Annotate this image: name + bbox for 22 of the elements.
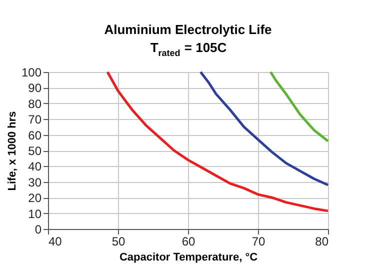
y-axis-title: Life, x 1000 hrs <box>6 111 18 191</box>
y-tick-label: 40 <box>28 160 42 174</box>
x-tick-label: 60 <box>182 234 196 248</box>
x-tick-label: 40 <box>48 234 62 248</box>
y-tick-label: 30 <box>28 175 42 190</box>
line-series <box>269 70 330 142</box>
y-tick-label: 10 <box>28 206 42 221</box>
y-tick-label: 90 <box>28 81 42 96</box>
x-tick-label: 70 <box>252 234 266 248</box>
line-series <box>106 70 330 212</box>
x-axis-title: Capacitor Temperature, °C <box>119 252 258 264</box>
y-tick-label: 80 <box>28 96 42 111</box>
y-tick-label: 0 <box>34 222 42 236</box>
y-tick-label: 60 <box>28 128 42 142</box>
chart-title: Aluminium Electrolytic Life <box>104 22 272 37</box>
line-series <box>199 70 330 186</box>
y-tick-label: 100 <box>21 66 42 80</box>
y-tick-label: 50 <box>28 144 42 158</box>
y-tick-label: 70 <box>28 112 42 127</box>
x-tick-label: 50 <box>112 234 126 248</box>
y-tick-label: 20 <box>28 191 42 206</box>
x-tick-label: 80 <box>315 234 329 248</box>
